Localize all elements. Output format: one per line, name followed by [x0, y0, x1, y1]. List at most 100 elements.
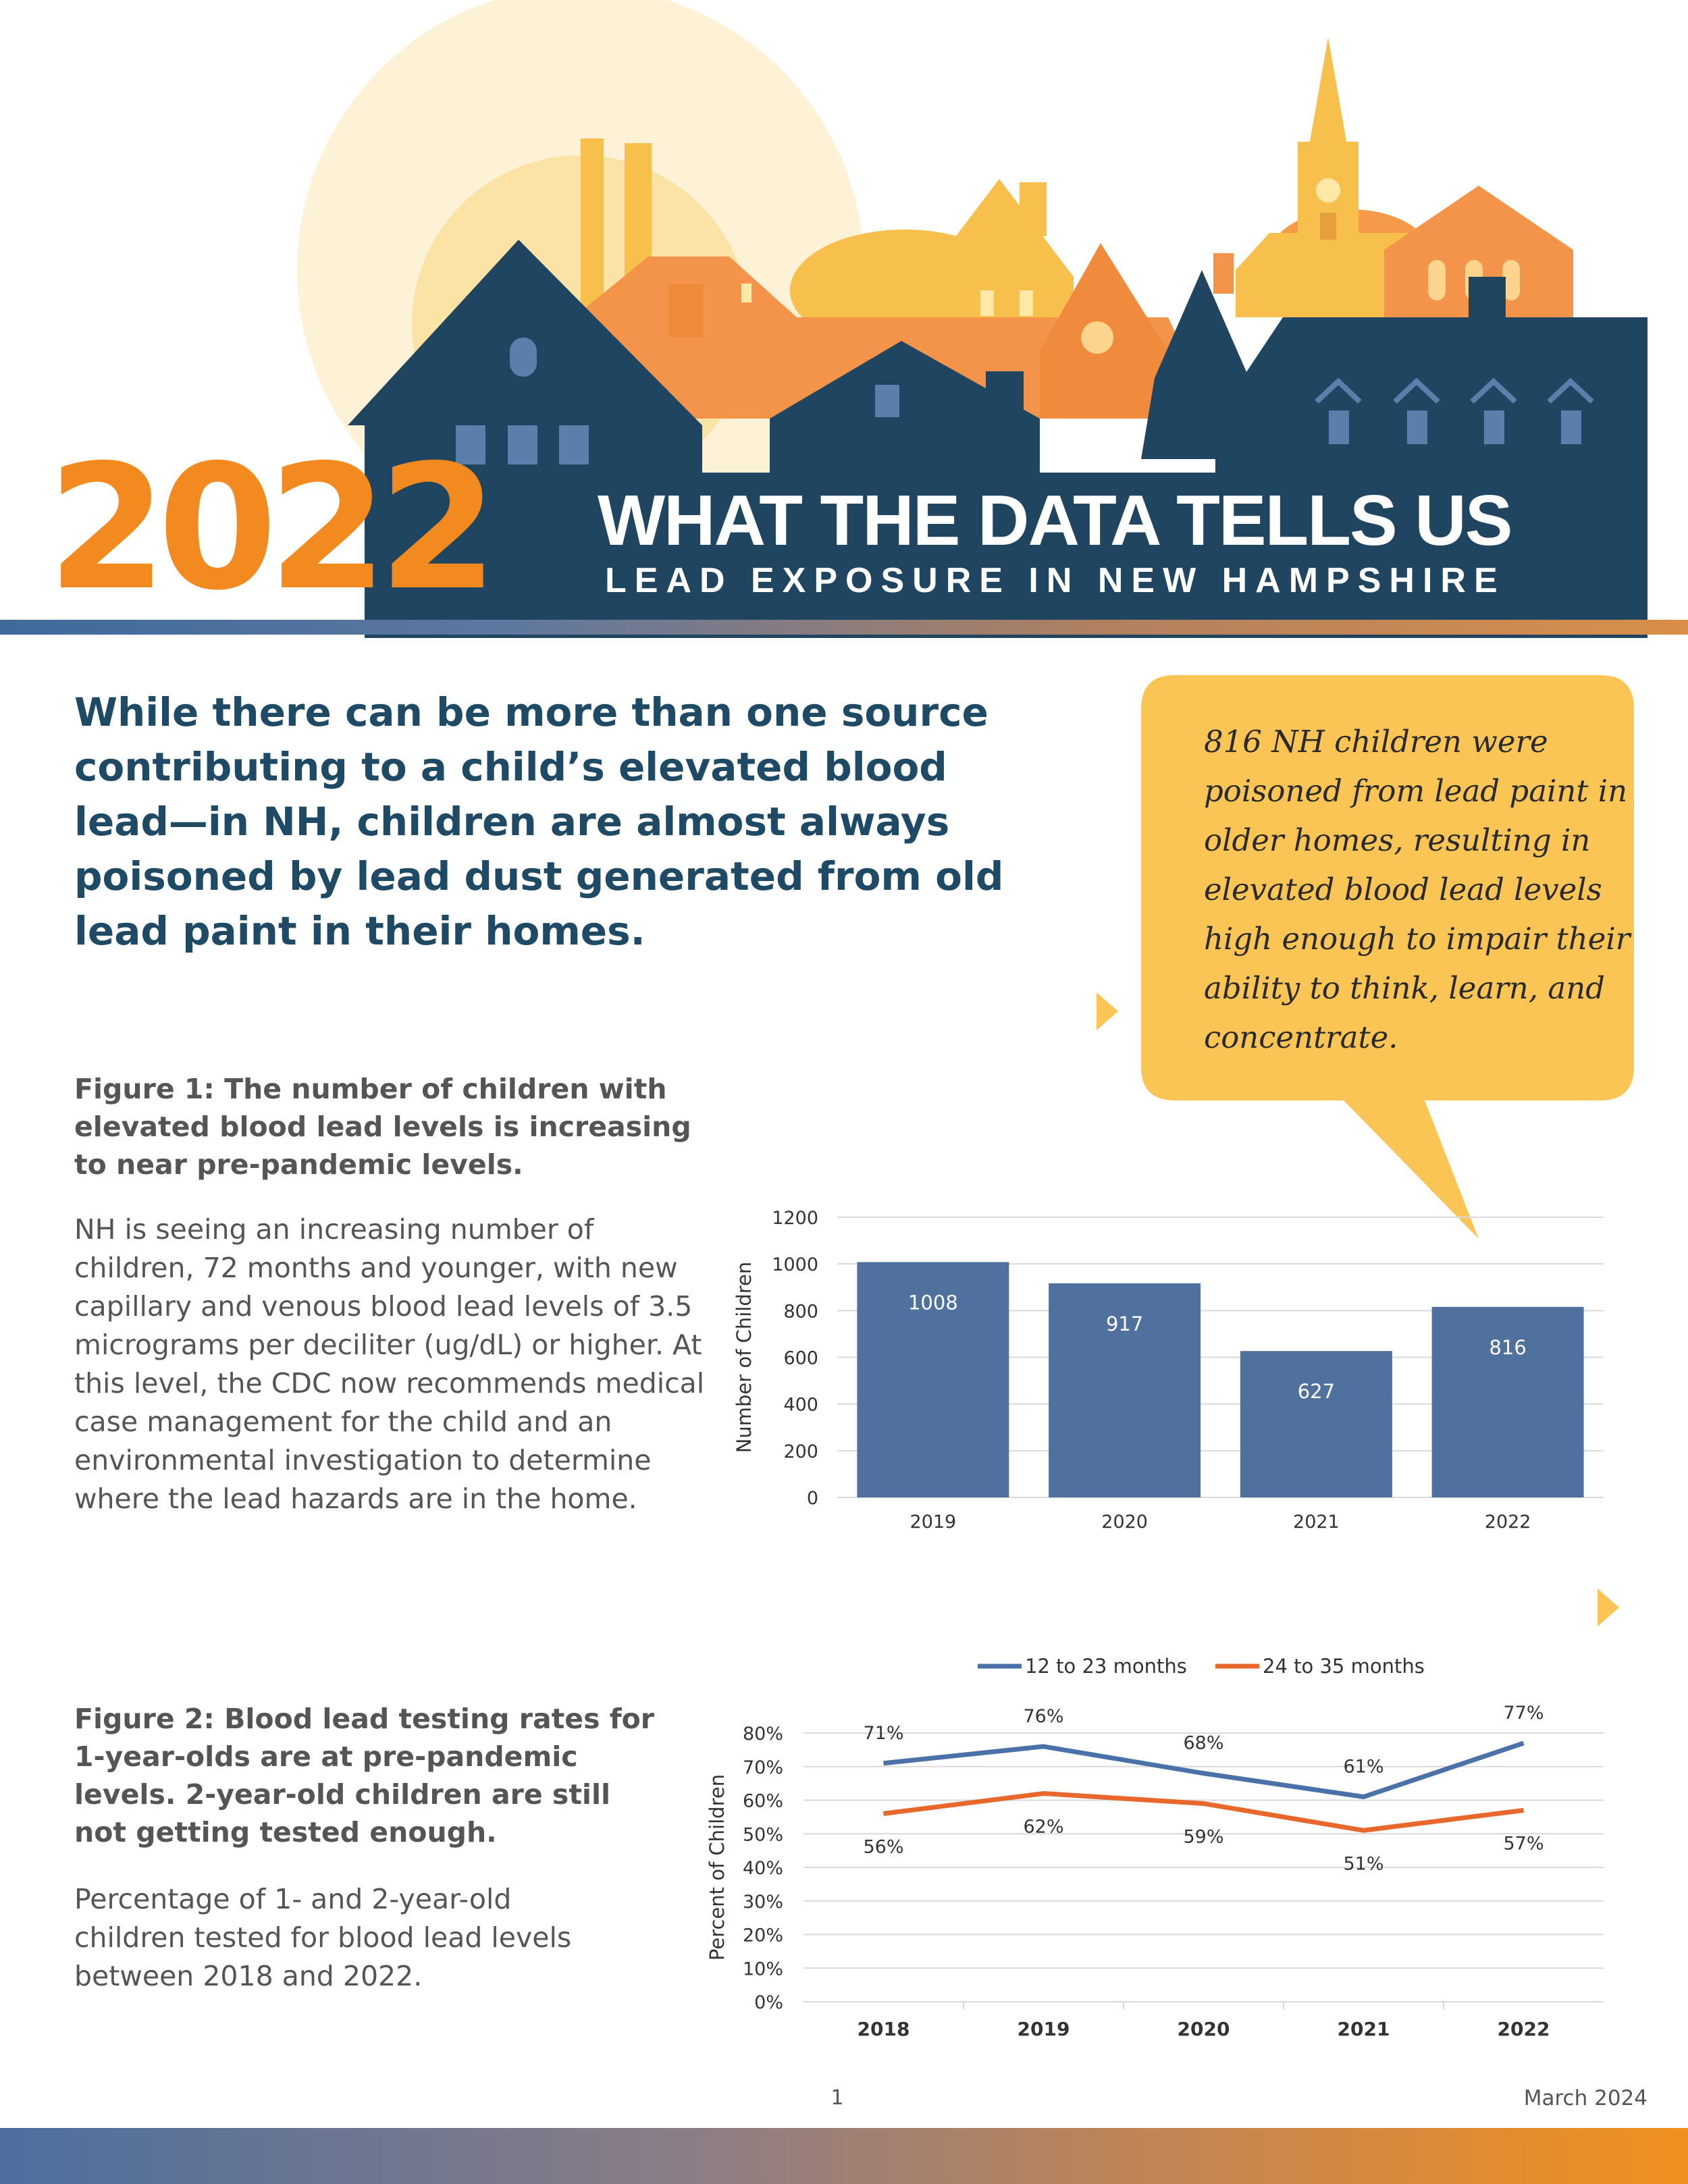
window — [741, 284, 751, 302]
publication-date: March 2024 — [1523, 2086, 1647, 2110]
arrowhead-2 — [1598, 1589, 1619, 1626]
point-data-label: 61% — [1343, 1757, 1383, 1778]
page-title: WHAT THE DATA TELLS US — [598, 481, 1512, 560]
chimney-navy — [986, 371, 1024, 425]
y-tick-label: 200 — [783, 1441, 818, 1462]
callout-text: 816 NH children were poisoned from lead … — [1204, 724, 1631, 1055]
series-line-orange — [883, 1791, 1524, 1833]
church-steeple — [1309, 37, 1347, 145]
callout-bubble-shape — [1141, 675, 1634, 1239]
chimney-yellow — [1020, 182, 1047, 236]
header-skyline-illustration — [297, 0, 1647, 638]
x-tick-label: 2021 — [1338, 2018, 1390, 2040]
y-tick-label: 800 — [783, 1301, 818, 1322]
window — [559, 425, 589, 464]
y-tick-label: 1000 — [772, 1254, 818, 1275]
dormer-roof — [1470, 377, 1517, 404]
page-subtitle: LEAD EXPOSURE IN NEW HAMPSHIRE — [605, 561, 1506, 600]
arched-window — [1502, 260, 1520, 300]
bar-data-label: 917 — [1106, 1312, 1143, 1335]
y-tick-label: 0% — [754, 1992, 783, 2013]
point-data-label: 56% — [863, 1836, 903, 1857]
bar — [1431, 1306, 1584, 1497]
y-tick-label: 30% — [743, 1892, 783, 1913]
title-banner — [365, 473, 1647, 638]
y-tick-label: 600 — [783, 1348, 818, 1369]
point-data-label: 62% — [1023, 1817, 1063, 1838]
figure2-title: Figure 2: Blood lead testing rates for 1… — [74, 1703, 654, 1848]
bar-data-label: 1008 — [908, 1291, 958, 1314]
x-tick-label: 2021 — [1293, 1512, 1340, 1533]
arched-window — [510, 338, 537, 377]
window — [1020, 290, 1033, 316]
chimney-navy-right — [1469, 277, 1506, 324]
x-tick-label: 2019 — [910, 1512, 957, 1533]
point-data-label: 57% — [1503, 1833, 1544, 1854]
dormer-window — [1561, 410, 1581, 444]
window — [980, 290, 994, 316]
chimney — [1213, 253, 1234, 294]
dormer-window — [1407, 410, 1427, 444]
y-axis-label: Percent of Children — [706, 1774, 729, 1961]
round-window — [1081, 321, 1113, 354]
arched-window — [1428, 260, 1446, 300]
x-tick-label: 2019 — [1018, 2018, 1070, 2040]
year-heading: 2022 — [47, 428, 498, 629]
church-clock — [1316, 178, 1340, 203]
header-gradient-divider — [0, 620, 1688, 635]
point-data-label: 76% — [1023, 1706, 1063, 1727]
intro-statement: While there can be more than one source … — [74, 689, 1004, 954]
point-data-label: 59% — [1183, 1826, 1223, 1847]
window — [508, 425, 537, 464]
series-line-blue — [883, 1740, 1525, 1800]
legend-label: 24 to 35 months — [1263, 1655, 1425, 1678]
y-tick-label: 70% — [743, 1757, 783, 1778]
y-tick-label: 1200 — [772, 1208, 818, 1229]
y-tick-label: 80% — [743, 1724, 783, 1744]
bar — [1049, 1283, 1201, 1497]
x-tick-label: 2020 — [1178, 2018, 1230, 2040]
dormer-roof — [1547, 377, 1594, 404]
dormer-window — [1484, 410, 1504, 444]
callout-speech-bubble — [1141, 675, 1634, 1239]
bar — [1240, 1351, 1392, 1497]
y-tick-label: 20% — [743, 1925, 783, 1946]
bar-data-label: 627 — [1298, 1380, 1335, 1403]
bar — [857, 1262, 1009, 1497]
arrowhead-1 — [1097, 992, 1118, 1030]
x-tick-label: 2018 — [858, 2018, 910, 2040]
y-tick-label: 400 — [783, 1395, 818, 1416]
figure1-description: NH is seeing an increasing number of chi… — [74, 1213, 705, 1515]
figure1-title: Figure 1: The number of children with el… — [74, 1073, 691, 1181]
y-tick-label: 40% — [743, 1858, 783, 1879]
point-data-label: 77% — [1503, 1703, 1544, 1724]
x-tick-label: 2020 — [1101, 1512, 1148, 1533]
smokestack-left — [581, 138, 604, 314]
dormer-roof — [1315, 377, 1362, 404]
y-tick-label: 10% — [743, 1959, 783, 1979]
window — [875, 385, 899, 417]
dormer-roof — [1393, 377, 1440, 404]
y-tick-label: 50% — [743, 1824, 783, 1845]
chimney-orange — [668, 284, 704, 338]
y-tick-label: 0 — [807, 1488, 818, 1509]
bar-data-label: 816 — [1489, 1336, 1526, 1359]
y-tick-label: 60% — [743, 1791, 783, 1812]
page-number: 1 — [830, 2086, 844, 2110]
x-tick-label: 2022 — [1498, 2018, 1550, 2040]
point-data-label: 71% — [863, 1723, 903, 1744]
y-axis-label: Number of Children — [733, 1262, 756, 1454]
point-data-label: 51% — [1343, 1853, 1383, 1874]
x-tick-label: 2022 — [1485, 1512, 1531, 1533]
legend-label: 12 to 23 months — [1025, 1655, 1187, 1678]
dormer-window — [1329, 410, 1349, 444]
church-roof — [1236, 233, 1411, 317]
church-door — [1320, 213, 1336, 240]
point-data-label: 68% — [1183, 1733, 1223, 1754]
window — [456, 425, 485, 464]
footer-gradient-bar — [0, 2128, 1688, 2184]
figure2-description: Percentage of 1- and 2-year-old children… — [74, 1883, 572, 1992]
